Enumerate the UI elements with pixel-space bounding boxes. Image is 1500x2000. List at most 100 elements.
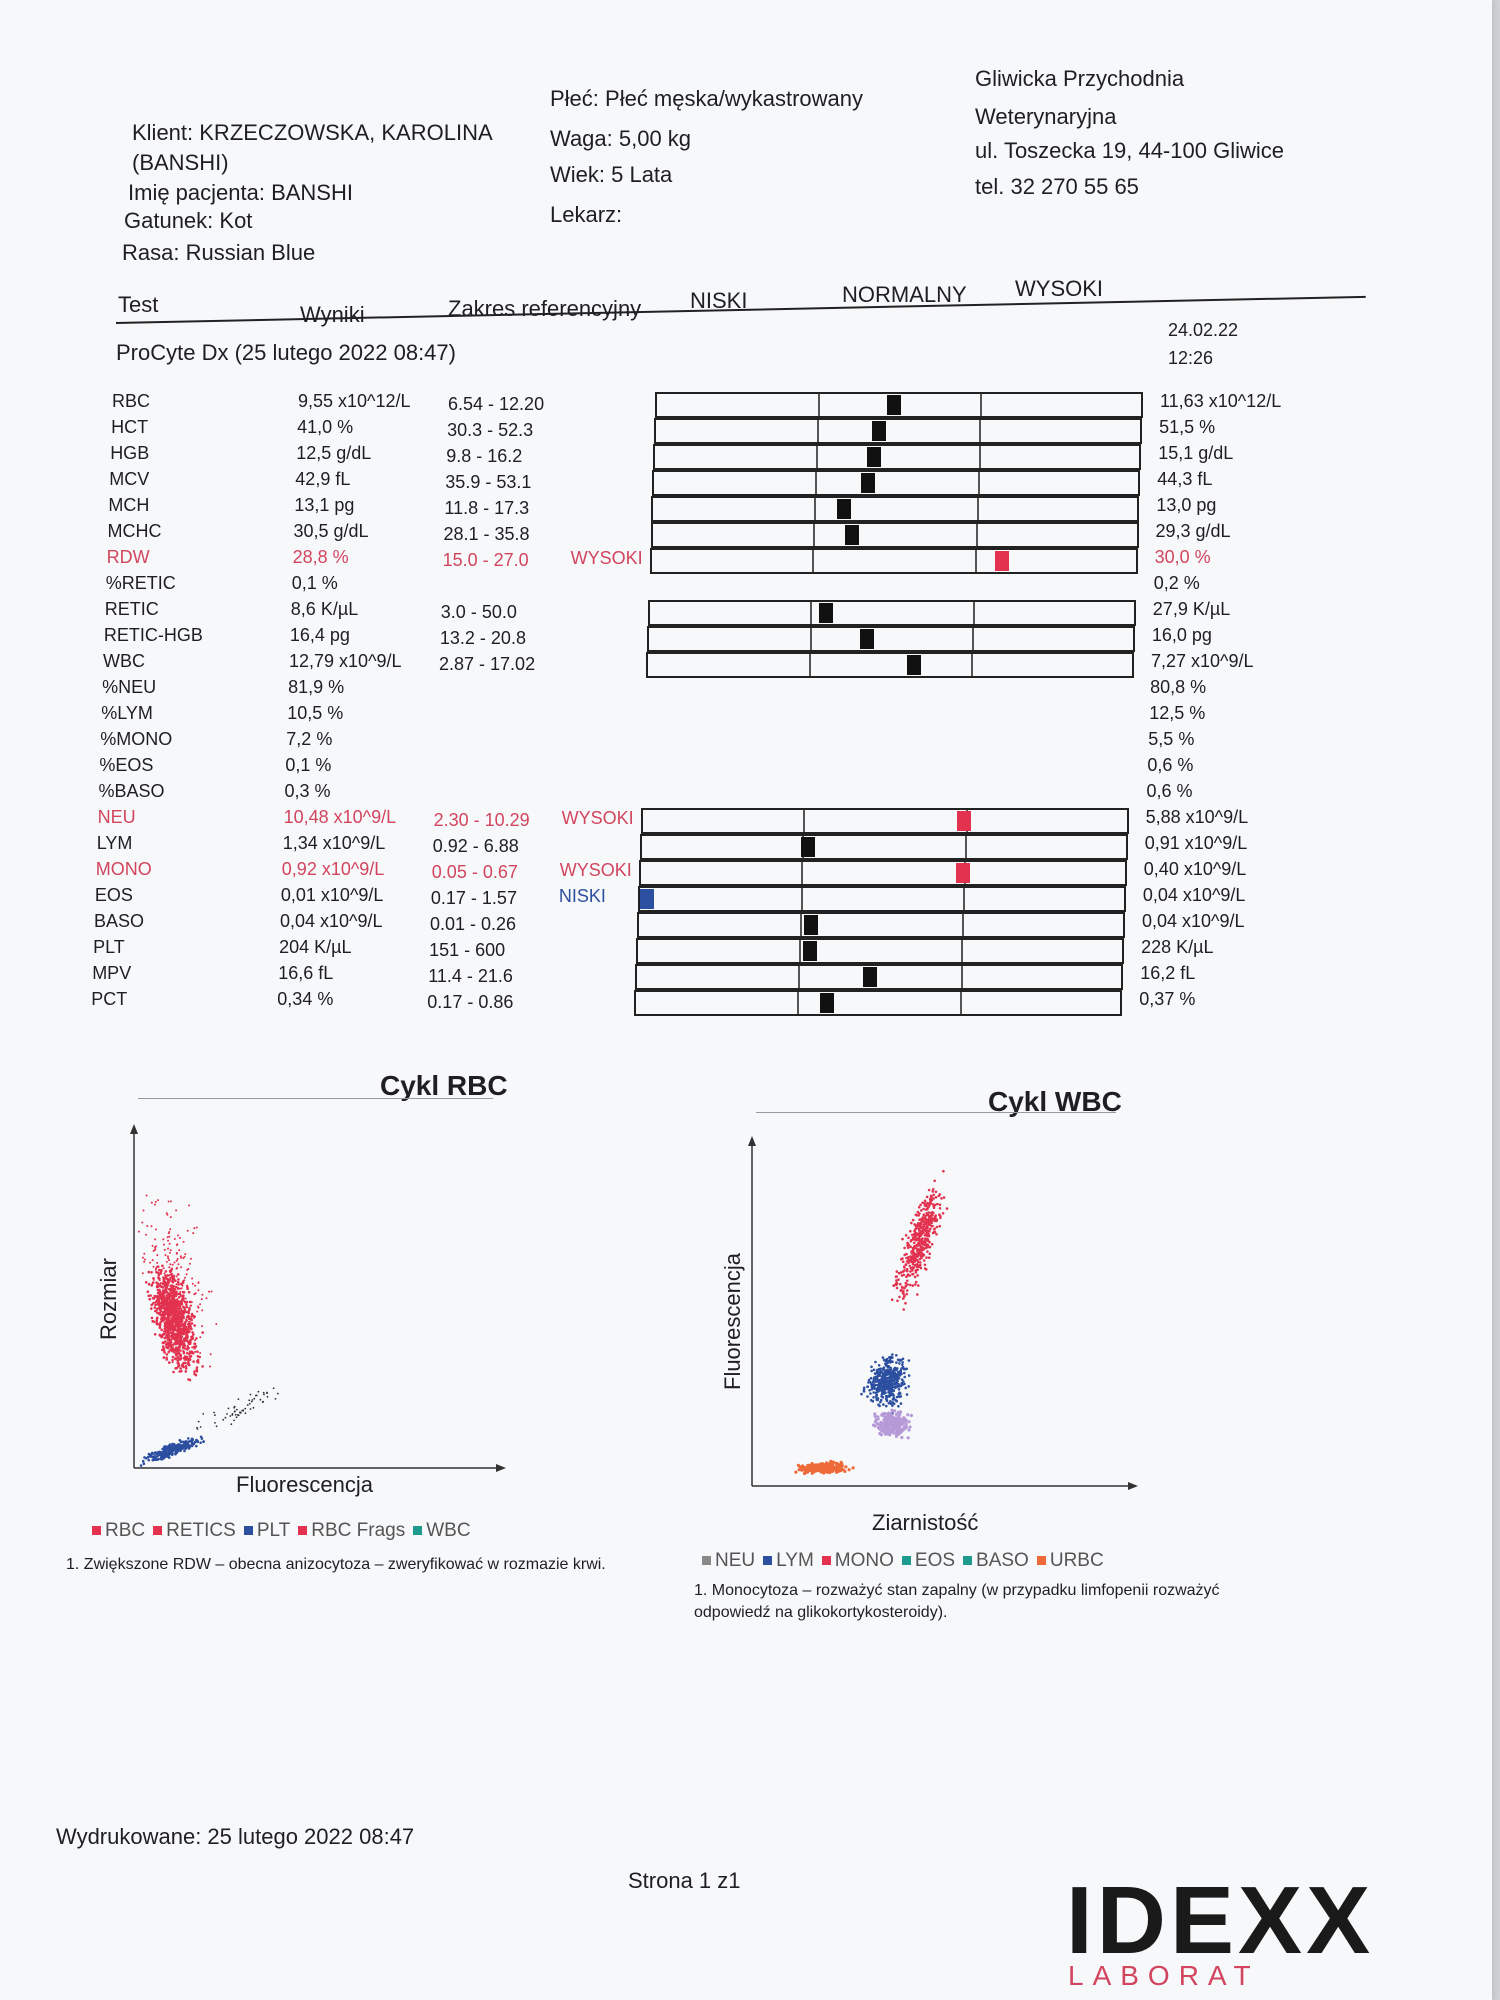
rbc-dot [189, 1262, 191, 1265]
rbc-dot [163, 1351, 166, 1354]
rbc-dot [162, 1238, 165, 1241]
legend-swatch [413, 1526, 423, 1535]
row-result: 0,34 % [277, 989, 334, 1009]
lym-dot [872, 1381, 875, 1384]
rbc-dot [171, 1263, 174, 1266]
row-reference-range: 9.8 - 16.2 [446, 446, 523, 466]
plt-dot [195, 1444, 198, 1448]
mono-dot [921, 1201, 924, 1205]
mono-dot [928, 1252, 932, 1256]
bar-divider [796, 992, 799, 1014]
rbc-dot [170, 1292, 173, 1295]
bar-divider [976, 498, 979, 520]
bar-divider [808, 654, 811, 676]
rbc-dot [161, 1295, 165, 1299]
rbc-dot [150, 1271, 153, 1274]
urbc-dot [802, 1471, 807, 1476]
rbc-dot [164, 1282, 167, 1285]
rbc-dot [155, 1317, 159, 1320]
rbc-dot [156, 1295, 160, 1299]
bar-divider [975, 524, 978, 546]
mono-dot [938, 1224, 941, 1228]
rbc-dot [163, 1318, 166, 1321]
bar-marker [887, 395, 902, 415]
clinic-phone: tel. 32 270 55 65 [975, 174, 1139, 199]
rbc-dot [169, 1228, 172, 1231]
rbc-dot [167, 1350, 170, 1354]
plt-dot [162, 1457, 165, 1460]
rbc-dot [180, 1287, 183, 1290]
row-previous-result: 0,2 % [1153, 573, 1200, 593]
rbc-dot [184, 1355, 188, 1359]
rbc-dot [154, 1295, 158, 1298]
rbc-dot [170, 1200, 172, 1203]
mono-dot [930, 1195, 933, 1198]
neu-dot [894, 1412, 898, 1416]
frag-dot [226, 1413, 228, 1415]
rbc-dot [173, 1288, 177, 1291]
row-range-bar [634, 990, 1123, 1016]
col-high: WYSOKI [1015, 276, 1104, 301]
rbc-dot [191, 1277, 194, 1280]
row-result: 8,6 K/µL [290, 599, 359, 619]
clinic-name-2: Weterynaryjna [975, 104, 1117, 129]
urbc-dot [794, 1470, 798, 1474]
printed-date: Wydrukowane: 25 lutego 2022 08:47 [56, 1824, 415, 1849]
mono-dot [935, 1225, 939, 1229]
lym-dot [874, 1360, 877, 1364]
rbc-dot [147, 1282, 151, 1286]
mono-dot [902, 1297, 905, 1300]
row-previous-result: 0,04 x10^9/L [1142, 885, 1246, 905]
lym-dot [889, 1390, 892, 1393]
mono-dot [928, 1245, 932, 1249]
rbc-dot [194, 1284, 197, 1287]
row-test-name: RBC [112, 391, 151, 411]
rbc-scatter-plot [130, 1124, 506, 1472]
lym-dot [896, 1374, 899, 1377]
rbc-dot [167, 1303, 170, 1306]
mono-dot [913, 1223, 916, 1226]
mono-dot [918, 1218, 921, 1221]
mono-dot [908, 1264, 912, 1268]
rbc-dot [177, 1286, 180, 1289]
neu-dot [906, 1436, 910, 1440]
lym-dot [898, 1362, 901, 1365]
plt-dot [172, 1446, 176, 1450]
rbc-dot [185, 1305, 189, 1309]
bar-divider [962, 914, 965, 936]
lym-dot [895, 1395, 899, 1399]
plt-dot [144, 1457, 148, 1460]
patient-name: Imię pacjenta: BANSHI [128, 180, 353, 205]
rbc-dot [161, 1345, 165, 1348]
lym-dot [869, 1376, 873, 1380]
mono-dot [933, 1179, 936, 1183]
rbc-dot [173, 1261, 176, 1264]
neu-dot [904, 1422, 908, 1426]
lym-dot [872, 1368, 876, 1372]
lym-dot [900, 1381, 903, 1385]
mono-dot [930, 1224, 933, 1228]
rbc-dot [160, 1328, 163, 1332]
rbc-dot [176, 1350, 180, 1353]
rbc-dot [168, 1344, 171, 1348]
lym-dot [895, 1380, 899, 1384]
rbc-dot [197, 1289, 200, 1292]
lym-dot [895, 1354, 898, 1357]
mono-dot [938, 1203, 942, 1206]
frag-dot [222, 1418, 225, 1421]
rbc-dot [194, 1350, 197, 1353]
rbc-dot [153, 1249, 156, 1252]
frag-dot [234, 1413, 237, 1416]
rbc-dot [169, 1216, 172, 1219]
lym-dot [904, 1386, 907, 1390]
bar-divider [978, 446, 981, 468]
lym-dot [882, 1366, 886, 1369]
rbc-dot [208, 1290, 210, 1293]
rbc-dot [193, 1324, 196, 1327]
rbc-dot [169, 1323, 172, 1326]
rbc-dot [158, 1333, 162, 1337]
row-range-bar [655, 392, 1143, 418]
lym-dot [895, 1361, 898, 1364]
mono-dot [910, 1221, 913, 1225]
rbc-dot [170, 1293, 172, 1296]
